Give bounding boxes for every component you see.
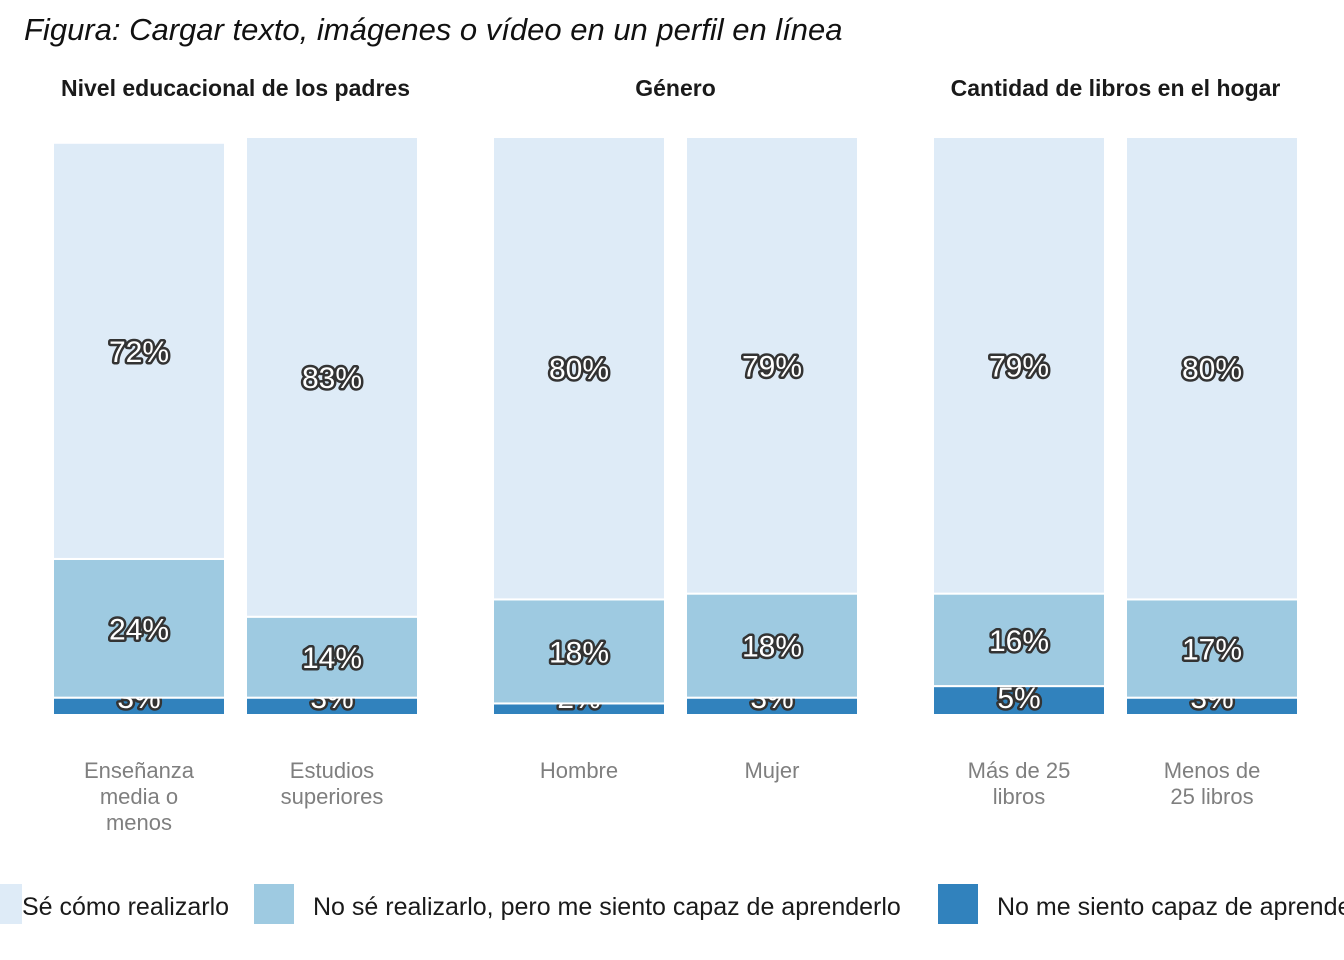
category-label: menos [106, 810, 172, 835]
panel-title: Género [635, 75, 716, 101]
legend-item: No sé realizarlo, pero me siento capaz d… [254, 884, 901, 924]
bar-segment [245, 136, 419, 618]
bar-segment [52, 141, 226, 560]
value-label: 83% [302, 362, 362, 395]
bar-segment [685, 136, 859, 595]
category-label: Hombre [540, 758, 618, 783]
category-label: media o [100, 784, 178, 809]
legend-label: No me siento capaz de aprenderlo [997, 893, 1344, 921]
value-label: 17% [1182, 634, 1242, 667]
category-label: Enseñanza [84, 758, 195, 783]
bar-segment [1125, 136, 1299, 601]
category-label: superiores [281, 784, 384, 809]
bar-segment [932, 685, 1106, 716]
category-label: 25 libros [1170, 784, 1253, 809]
value-label: 80% [1182, 353, 1242, 386]
value-label: 18% [742, 631, 802, 664]
bar-segment [1125, 598, 1299, 699]
category-label: Menos de [1164, 758, 1261, 783]
category-label: Estudios [290, 758, 374, 783]
bar-segment [932, 136, 1106, 595]
category-label: libros [993, 784, 1046, 809]
panel-title: Cantidad de libros en el hogar [951, 75, 1281, 101]
value-label: 18% [549, 636, 609, 669]
category-label: Mujer [744, 758, 799, 783]
figure-title: Figura: Cargar texto, imágenes o vídeo e… [24, 12, 843, 47]
bar-segment [52, 557, 226, 699]
chart-legend: Sé cómo realizarlo No sé realizarlo, pero… [0, 884, 1344, 924]
chart-panels: Nivel educacional de los padres3%24%72%E… [52, 75, 1299, 835]
panel-title: Nivel educacional de los padres [61, 75, 410, 101]
panel-2: Género2%18%80%Hombre3%18%79%Mujer [492, 75, 859, 783]
value-label: 80% [549, 353, 609, 386]
legend-item: Sé cómo realizarlo [0, 884, 229, 924]
value-label: 14% [302, 642, 362, 675]
value-label: 79% [989, 350, 1049, 383]
bar-segment [492, 136, 666, 601]
value-label: 16% [989, 625, 1049, 658]
category-label: Más de 25 [968, 758, 1071, 783]
value-label: 24% [109, 613, 169, 646]
legend-label: No sé realizarlo, pero me siento capaz d… [313, 893, 901, 921]
bar-segment [685, 592, 859, 699]
legend-swatch [0, 884, 22, 924]
value-label: 72% [109, 336, 169, 369]
legend-swatch [938, 884, 978, 924]
legend-label: Sé cómo realizarlo [22, 893, 229, 921]
value-label: 79% [742, 350, 802, 383]
panel-3: Cantidad de libros en el hogar5%16%79%Má… [932, 75, 1299, 809]
legend-swatch [254, 884, 294, 924]
legend-item: No me siento capaz de aprenderlo [938, 884, 1344, 924]
panel-1: Nivel educacional de los padres3%24%72%E… [52, 75, 419, 835]
